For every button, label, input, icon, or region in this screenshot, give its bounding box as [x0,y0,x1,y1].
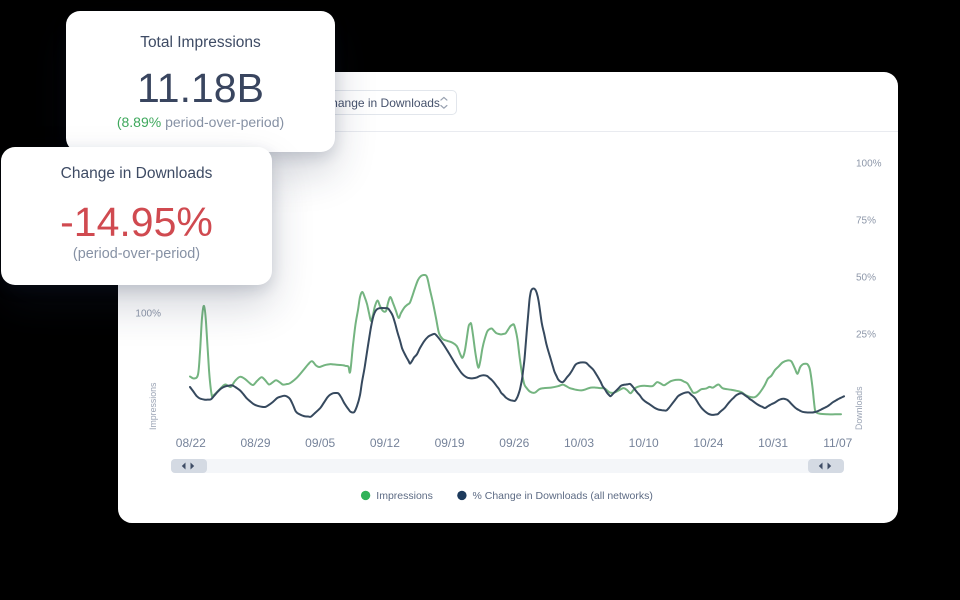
svg-text:10/03: 10/03 [564,436,594,450]
svg-text:100%: 100% [135,309,161,320]
svg-text:50%: 50% [856,273,876,284]
svg-text:Change in Downloads: Change in Downloads [323,96,440,110]
svg-text:09/26: 09/26 [499,436,529,450]
svg-text:10/10: 10/10 [629,436,659,450]
svg-text:09/12: 09/12 [370,436,400,450]
svg-text:25%: 25% [856,330,876,341]
svg-text:Impressions: Impressions [148,382,158,430]
svg-text:10/24: 10/24 [693,436,723,450]
svg-text:100%: 100% [856,159,882,170]
svg-text:08/29: 08/29 [240,436,270,450]
svg-text:75%: 75% [856,216,876,227]
svg-text:Impressions: Impressions [376,490,433,502]
svg-text:Downloads: Downloads [854,386,864,430]
svg-text:11/07: 11/07 [823,436,852,450]
svg-text:09/19: 09/19 [435,436,465,450]
svg-text:10/31: 10/31 [758,436,788,450]
svg-text:09/05: 09/05 [305,436,335,450]
svg-text:08/22: 08/22 [176,436,206,450]
svg-text:% Change in Downloads (all net: % Change in Downloads (all networks) [473,490,653,502]
